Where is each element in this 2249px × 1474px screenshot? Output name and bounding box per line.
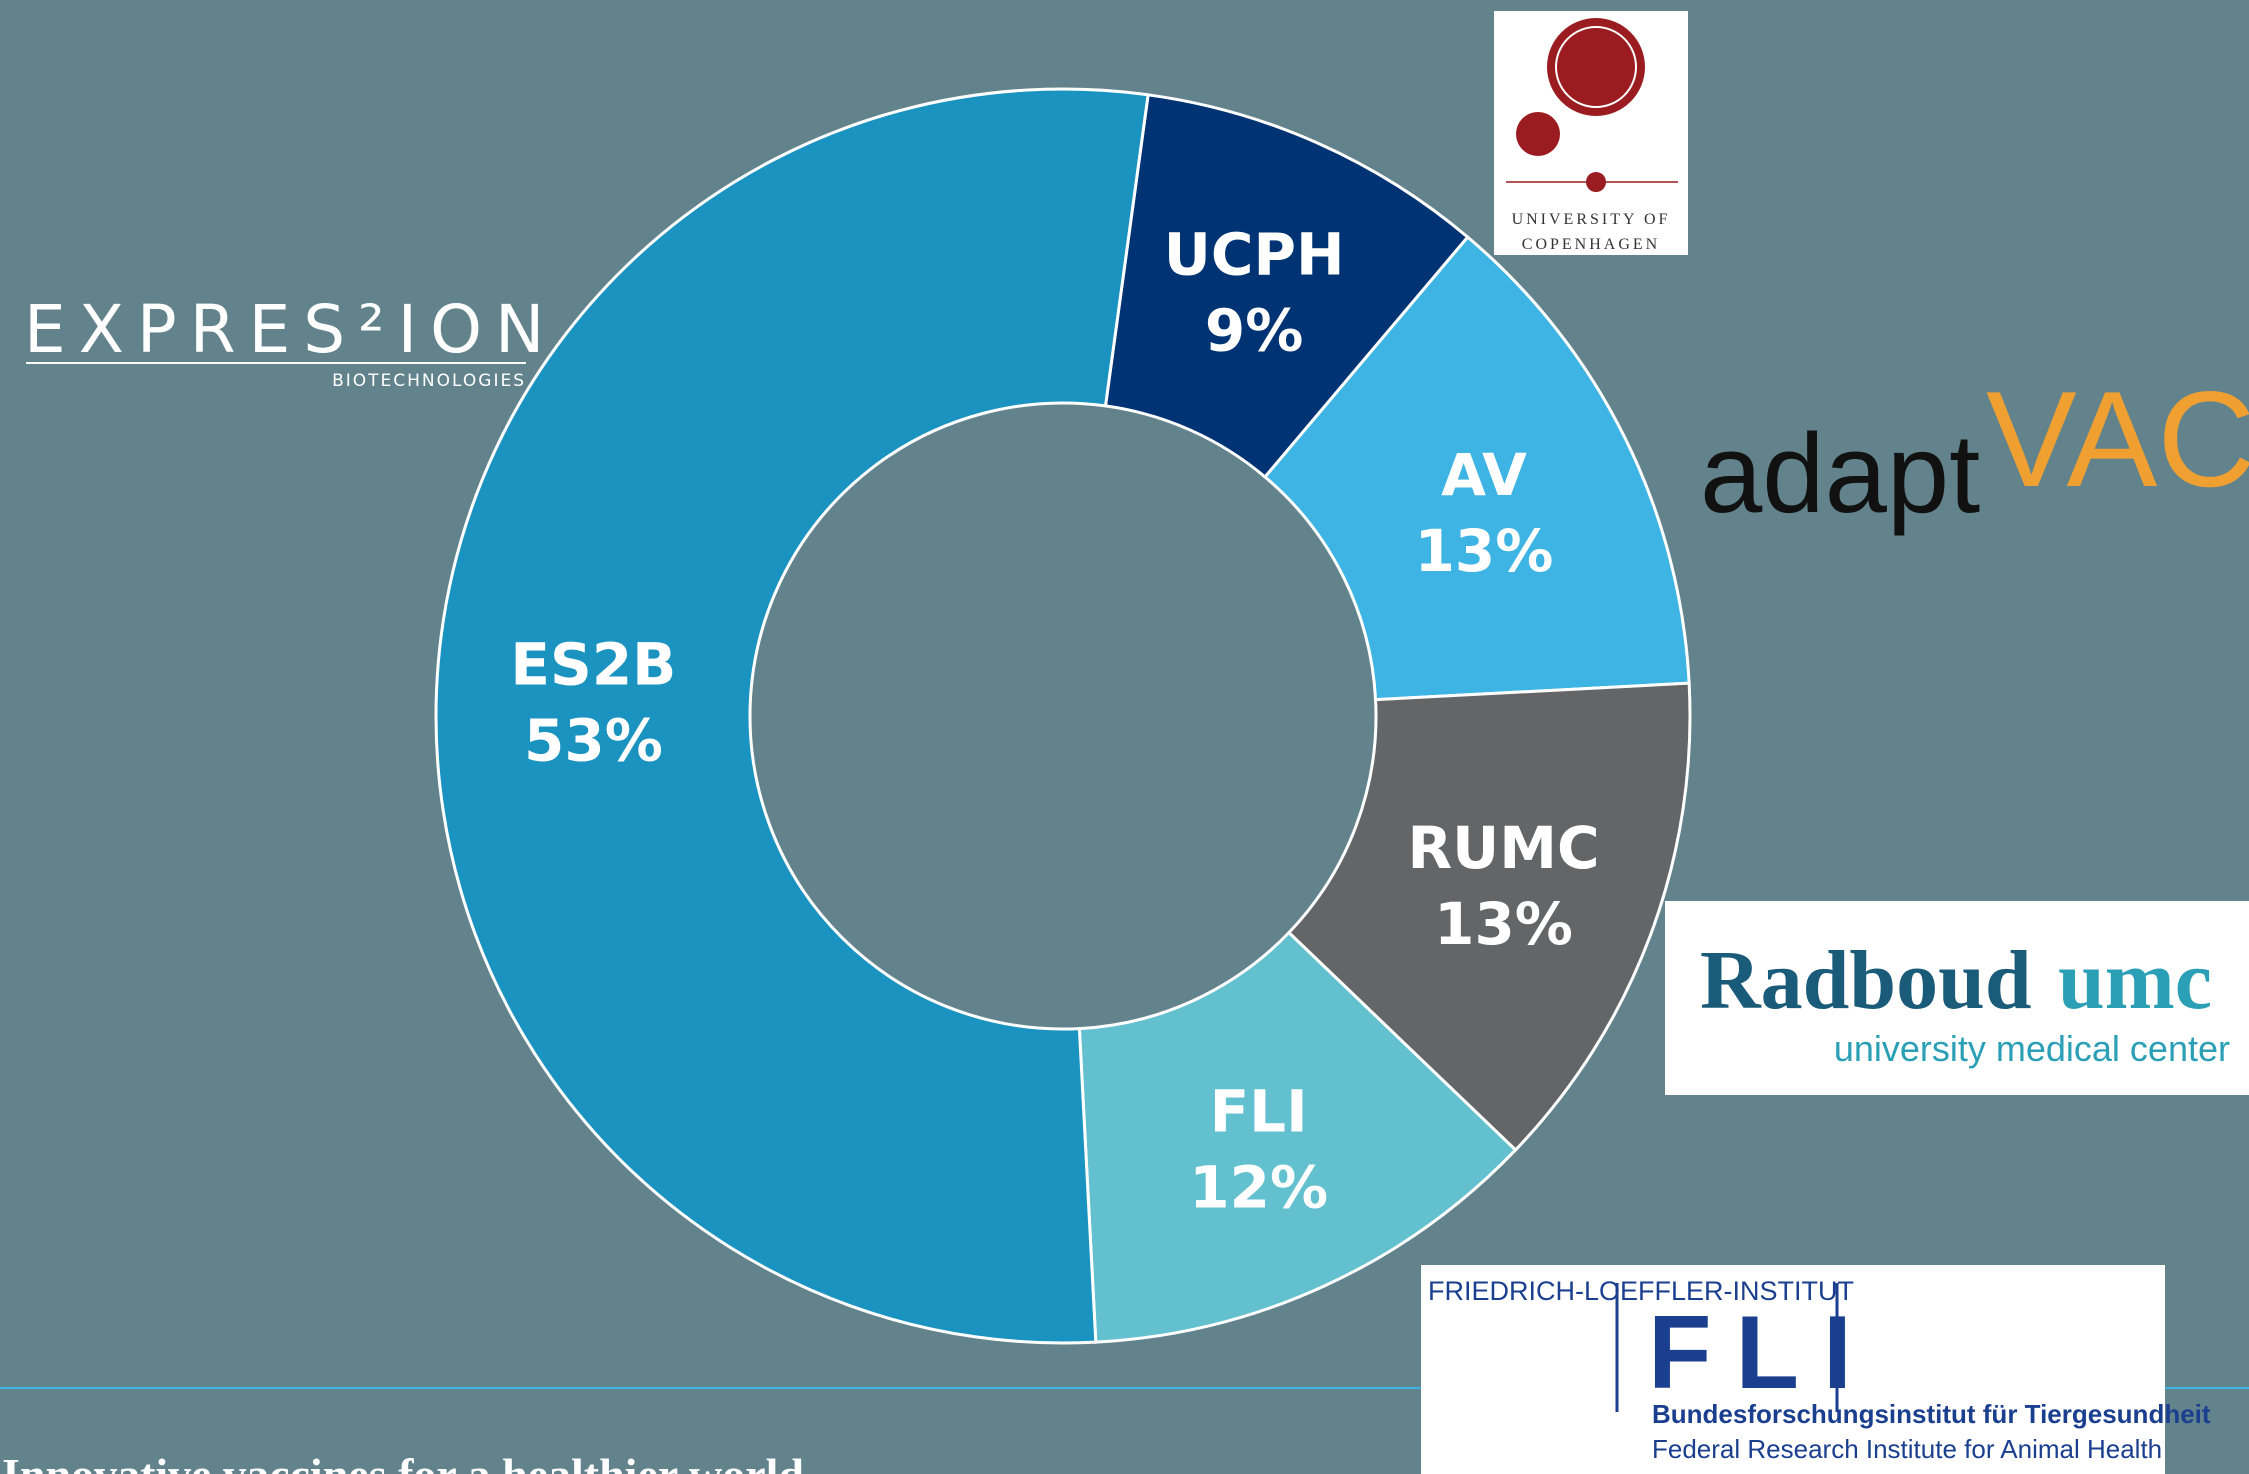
ucph-dot	[1516, 112, 1560, 156]
slice-label: RUMC	[1407, 814, 1599, 882]
value-label: 13%	[1415, 517, 1554, 585]
radboud-logo: umc	[2058, 934, 2212, 1027]
slice-label: ES2B	[510, 630, 676, 698]
slice	[434, 87, 1150, 1345]
slice-label: AV	[1441, 441, 1527, 509]
expression-logo: EXPRES²ION	[24, 291, 557, 368]
fli-name: FLI	[1648, 1295, 1876, 1411]
radboud-sub: university medical center	[1834, 1028, 2230, 1069]
slice-label: FLI	[1210, 1077, 1308, 1145]
fli-line: Federal Research Institute for Animal He…	[1652, 1434, 2162, 1464]
fli-logo-box	[1421, 1265, 2165, 1474]
donut-chart: UCPH 9% AV 13% RUMC 13% FLI 12% ES2B 53%	[434, 87, 1692, 1345]
expression-sub: BIOTECHNOLOGIES	[332, 371, 526, 391]
value-label: 12%	[1189, 1153, 1328, 1221]
ucph-seal-ring	[1555, 26, 1637, 108]
value-label: 53%	[524, 706, 663, 774]
radboud-logo-box	[1665, 901, 2249, 1095]
radboud-logo: Radboud	[1700, 934, 2032, 1027]
slice	[1286, 681, 1692, 1153]
fli-line: Bundesforschungsinstitut für Tiergesundh…	[1652, 1399, 2211, 1429]
adaptvac-logo: VAC	[1986, 363, 2249, 515]
value-label: 13%	[1434, 890, 1573, 958]
footer: Innovative vaccines for a healthier worl…	[2, 1449, 804, 1474]
slice	[1077, 930, 1518, 1344]
ucph-text: UNIVERSITY OF	[1512, 211, 1671, 228]
ucph-text: COPENHAGEN	[1522, 236, 1660, 253]
adaptvac-logo: adapt	[1700, 411, 1980, 536]
slice-label: UCPH	[1164, 221, 1345, 289]
slice	[1262, 234, 1691, 702]
fli-top: FRIEDRICH-LOEFFLER-INSTITUT	[1428, 1276, 1854, 1306]
ucph-seal	[1547, 18, 1645, 116]
value-label: 9%	[1205, 297, 1303, 365]
